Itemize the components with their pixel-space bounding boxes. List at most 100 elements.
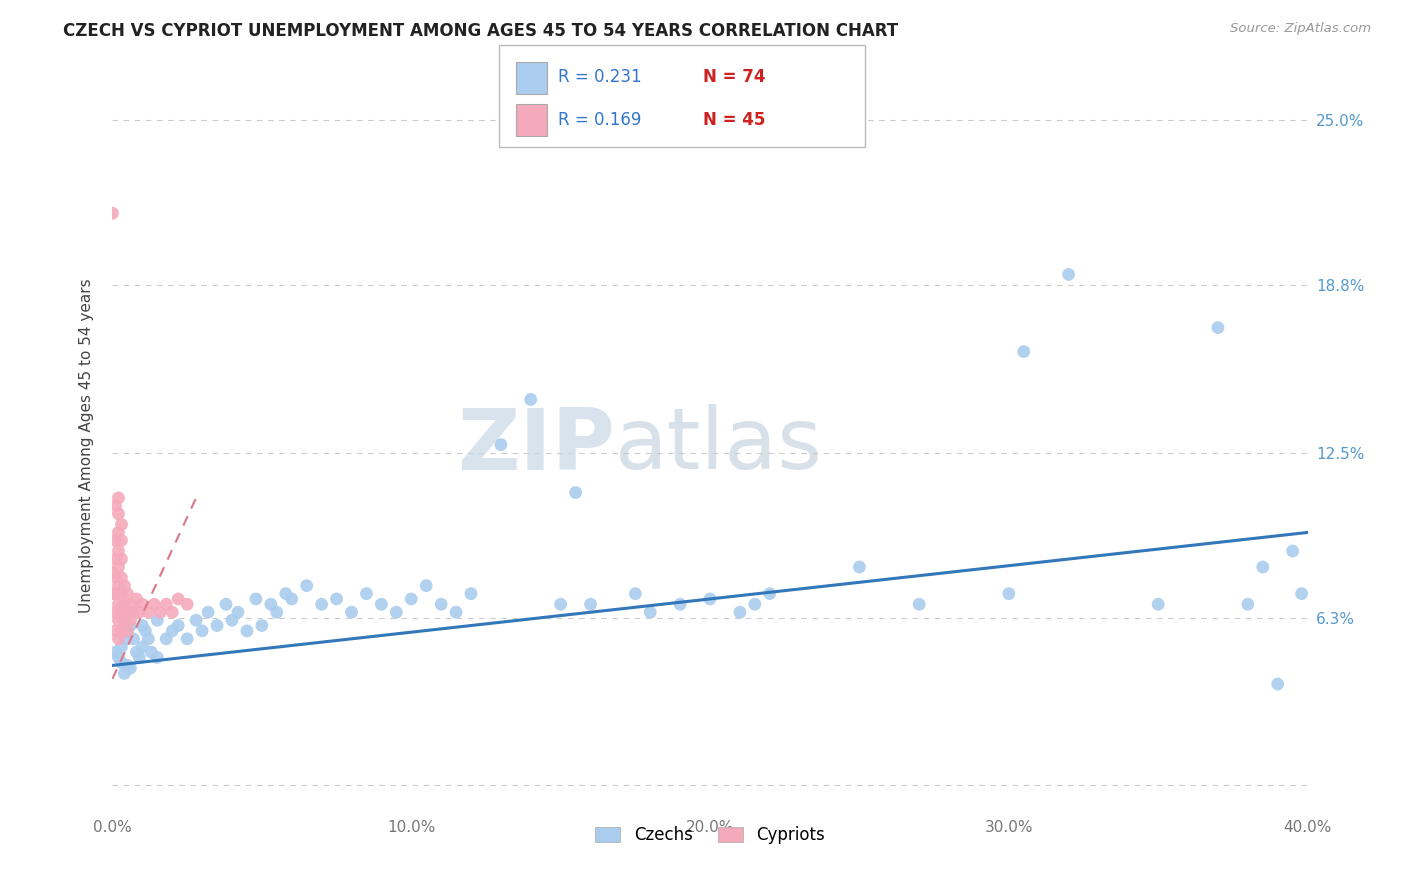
Point [1206, 320, 1229, 334]
Point [162, 605, 183, 619]
Point [110, 533, 132, 548]
Point [128, 650, 150, 665]
Point [1057, 268, 1080, 282]
Point [385, 605, 408, 619]
Point [101, 206, 124, 220]
Point [110, 586, 132, 600]
Point [122, 632, 145, 646]
Point [325, 591, 347, 606]
Point [245, 591, 267, 606]
Point [176, 632, 198, 646]
Point [110, 552, 132, 566]
Point [728, 605, 751, 619]
Point [117, 624, 139, 638]
Point [221, 613, 243, 627]
Point [759, 586, 782, 600]
Point [107, 650, 129, 665]
Point [107, 597, 129, 611]
Point [340, 605, 363, 619]
Point [444, 605, 467, 619]
Legend: Czechs, Cypriots: Czechs, Cypriots [589, 820, 831, 851]
Point [669, 597, 692, 611]
Point [205, 618, 228, 632]
Point [114, 632, 135, 646]
Text: Source: ZipAtlas.com: Source: ZipAtlas.com [1230, 22, 1371, 36]
Point [104, 586, 127, 600]
Point [138, 632, 160, 646]
Point [141, 645, 163, 659]
Point [215, 597, 238, 611]
Text: R = 0.169: R = 0.169 [558, 111, 641, 128]
Point [104, 645, 127, 659]
Point [117, 624, 139, 638]
Point [415, 579, 437, 593]
Point [110, 605, 132, 619]
Point [162, 624, 183, 638]
Point [120, 597, 142, 611]
Point [155, 597, 177, 611]
Point [311, 597, 333, 611]
Point [107, 632, 129, 646]
Point [110, 656, 132, 670]
Point [143, 597, 166, 611]
Point [101, 566, 124, 580]
Point [107, 544, 129, 558]
Point [110, 571, 132, 585]
Point [191, 624, 214, 638]
Point [107, 579, 129, 593]
Point [131, 597, 153, 611]
Point [122, 605, 145, 619]
Point [260, 597, 283, 611]
Point [107, 560, 129, 574]
Point [236, 624, 259, 638]
Point [1251, 560, 1274, 574]
Point [104, 499, 127, 513]
Point [104, 533, 127, 548]
Point [131, 640, 153, 654]
Point [167, 618, 190, 632]
Text: atlas: atlas [614, 404, 823, 488]
Point [401, 591, 423, 606]
Text: N = 45: N = 45 [703, 111, 765, 128]
Point [848, 560, 870, 574]
Point [908, 597, 931, 611]
Text: R = 0.231: R = 0.231 [558, 68, 641, 86]
Point [114, 597, 135, 611]
Point [101, 586, 124, 600]
Point [117, 586, 139, 600]
Point [226, 605, 249, 619]
Point [186, 613, 208, 627]
Point [550, 597, 572, 611]
Point [110, 624, 132, 638]
Point [250, 618, 273, 632]
Point [120, 613, 142, 627]
Point [107, 491, 129, 505]
Point [104, 605, 127, 619]
Point [146, 650, 169, 665]
Point [104, 571, 127, 585]
Point [134, 624, 156, 638]
Point [460, 586, 482, 600]
Point [114, 579, 135, 593]
Point [197, 605, 219, 619]
Point [624, 586, 647, 600]
Point [370, 597, 392, 611]
Point [120, 618, 142, 632]
Point [167, 591, 190, 606]
Point [107, 507, 129, 521]
Point [125, 645, 148, 659]
Point [110, 517, 132, 532]
Point [274, 586, 297, 600]
Point [107, 525, 129, 540]
Point [114, 613, 135, 627]
Point [114, 666, 135, 681]
Point [120, 661, 142, 675]
Point [128, 605, 150, 619]
Point [138, 605, 160, 619]
Point [117, 605, 139, 619]
Text: N = 74: N = 74 [703, 68, 765, 86]
Point [699, 591, 721, 606]
Point [520, 392, 543, 407]
Point [125, 591, 148, 606]
Point [176, 597, 198, 611]
